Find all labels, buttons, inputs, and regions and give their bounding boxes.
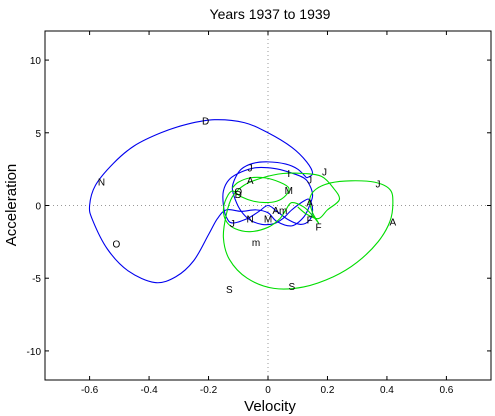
annotation-label: Am [272,206,287,217]
annotation-label: J [307,175,312,186]
annotation-label: D [202,116,209,127]
y-tick-label: 10 [30,56,42,67]
annotation-label: F [315,223,321,234]
y-tick-label: 0 [35,202,41,213]
x-tick-label: -0.4 [140,385,158,396]
annotation-label: I [287,169,290,180]
annotation-label: N [247,215,254,226]
series-line-1 [222,172,394,290]
ticks: -0.6 -0.4 -0.2 0 0.2 0.4 0.6 -10 -5 0 5 10 [27,31,491,396]
annotation-label: M [264,215,272,226]
x-tick-label: 0.6 [439,385,453,396]
y-axis-label: Acceleration [3,164,20,247]
x-tick-label: -0.2 [200,385,218,396]
x-tick-label: -0.6 [81,385,99,396]
annotation-label: m [252,238,260,249]
annotation-label: J [230,219,235,230]
annotation-label: M [285,186,293,197]
annotation-label: S [288,282,295,293]
x-axis-label: Velocity [244,398,296,415]
annotation-label: J [248,164,253,175]
annotation-label: A [247,176,254,187]
annotation-label: D [235,190,242,201]
annotation-label: N [98,178,105,189]
annotation-label: J [376,180,381,191]
annotation-label: O [112,239,120,250]
annotation-label: J [322,167,327,178]
y-tick-label: -5 [32,274,41,285]
x-tick-label: 0.4 [380,385,394,396]
x-tick-label: 0 [265,385,271,396]
annotation-label: A [306,199,313,210]
x-tick-label: 0.2 [321,385,335,396]
annotation-label: O [234,187,242,198]
series-line-0 [88,119,314,284]
series-layer [88,119,394,290]
annotation-label: S [226,285,233,296]
y-tick-label: -10 [27,347,42,358]
y-tick-label: 5 [35,129,41,140]
chart-title: Years 1937 to 1939 [210,6,331,22]
annotation-label: F [307,215,313,226]
annotation-label: A [390,217,397,228]
